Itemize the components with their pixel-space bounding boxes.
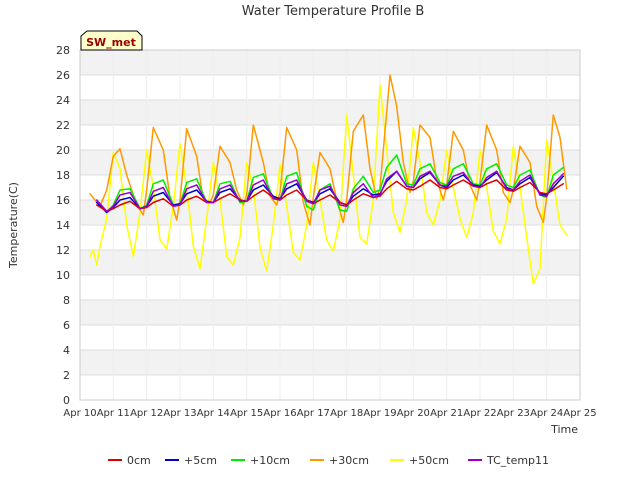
legend-label: +5cm: [184, 454, 217, 467]
legend: 0cm +5cm +10cm +30cm +50cm TC_temp11: [108, 454, 549, 467]
background-band: [80, 250, 580, 275]
background-band: [80, 200, 580, 225]
x-axis-ticks: Apr 10 Apr 11 Apr 12 Apr 13 Apr 14 Apr 15 Apr …: [63, 408, 596, 419]
x-tick-label: Apr 14: [197, 408, 230, 419]
grid-lines: [79, 49, 581, 401]
x-tick-label: Apr 24: [530, 408, 563, 419]
y-tick-label: 0: [63, 394, 70, 407]
plot-background-bands: [80, 50, 580, 375]
y-tick-label: 4: [63, 344, 70, 357]
y-tick-label: 2: [63, 369, 70, 382]
x-tick-label: Apr 18: [330, 408, 363, 419]
x-tick-label: Apr 12: [130, 408, 163, 419]
legend-label: +50cm: [409, 454, 449, 467]
x-tick-label: Apr 17: [297, 408, 330, 419]
background-band: [80, 350, 580, 375]
y-tick-label: 22: [56, 119, 70, 132]
x-tick-label: Apr 10: [63, 408, 96, 419]
x-tick-label: Apr 20: [397, 408, 430, 419]
y-tick-label: 16: [56, 194, 70, 207]
x-tick-label: Apr 23: [497, 408, 530, 419]
series-line-30cm: [89, 74, 568, 226]
y-tick-label: 18: [56, 169, 70, 182]
site-label-text: SW_met: [86, 36, 136, 49]
x-tick-label: Apr 22: [463, 408, 496, 419]
series-lines: [89, 74, 568, 285]
legend-label: +10cm: [250, 454, 290, 467]
y-tick-label: 14: [56, 219, 70, 232]
x-tick-label: Apr 13: [163, 408, 196, 419]
x-tick-label: Apr 19: [363, 408, 396, 419]
site-label-badge: SW_met: [80, 30, 143, 51]
y-tick-label: 28: [56, 44, 70, 57]
legend-label: +30cm: [329, 454, 369, 467]
chart-title: Water Temperature Profile B: [242, 4, 425, 19]
y-tick-label: 24: [56, 94, 70, 107]
plot-area-frame: [79, 49, 581, 401]
legend-label: 0cm: [127, 454, 151, 467]
series-line-tctemp11: [95, 170, 565, 213]
x-tick-label: Apr 21: [430, 408, 463, 419]
y-tick-label: 8: [63, 294, 70, 307]
y-axis-label: Temperature(C): [7, 182, 20, 269]
background-band: [80, 300, 580, 325]
background-band: [80, 50, 580, 75]
x-tick-label: Apr 15: [230, 408, 263, 419]
y-tick-label: 6: [63, 319, 70, 332]
y-tick-label: 10: [56, 269, 70, 282]
x-axis-label: Time: [550, 423, 578, 436]
x-tick-label: Apr 11: [97, 408, 130, 419]
y-tick-label: 12: [56, 244, 70, 257]
y-tick-label: 20: [56, 144, 70, 157]
y-tick-label: 26: [56, 69, 70, 82]
x-tick-label: Apr 16: [263, 408, 296, 419]
legend-label: TC_temp11: [486, 454, 549, 467]
x-tick-label: Apr 25: [563, 408, 596, 419]
site-label-box: [80, 30, 143, 51]
background-band: [80, 100, 580, 125]
